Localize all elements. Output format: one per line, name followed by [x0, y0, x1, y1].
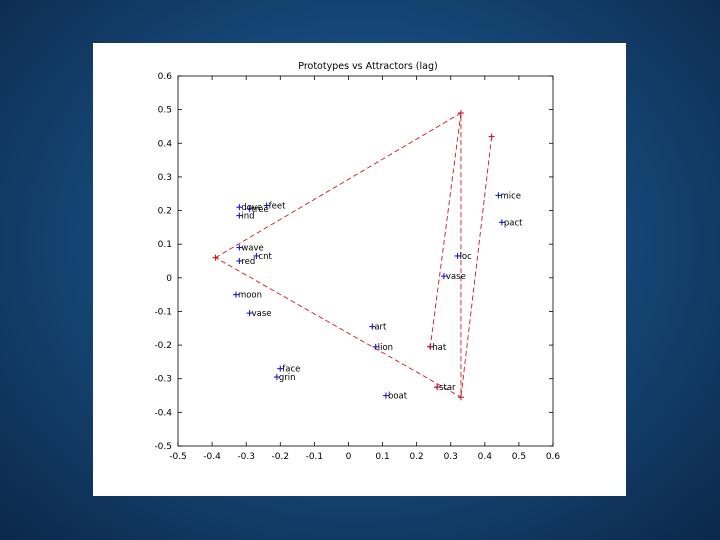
- x-tick-label: 0.1: [375, 452, 389, 462]
- attractor-point: [434, 384, 441, 391]
- point-label: feet: [269, 202, 286, 212]
- point-label: vase: [252, 309, 272, 319]
- slide-panel: -0.5 -0.4 -0.3 -0.2 -0.1 0 0.1 0.2 0.3 0.4 0.5 0.6 0…: [93, 43, 626, 496]
- y-tick-label: 0: [166, 274, 172, 284]
- data-point: [372, 343, 379, 350]
- scatter-plot: -0.5 -0.4 -0.3 -0.2 -0.1 0 0.1 0.2 0.3 0.4 0.5 0.6 0…: [154, 61, 561, 462]
- point-label: moon: [238, 291, 262, 301]
- data-point: [263, 202, 270, 209]
- x-tick-label: 0.2: [409, 452, 423, 462]
- point-label: boat: [388, 392, 408, 402]
- x-tick-label: 0.6: [546, 452, 561, 462]
- data-point: [232, 291, 239, 298]
- y-tick-label: 0.5: [158, 106, 172, 116]
- attractor-point: [457, 394, 464, 401]
- x-tick-label: -0.1: [306, 452, 324, 462]
- point-label: loc: [460, 252, 473, 262]
- data-point: [246, 205, 253, 212]
- x-tick-label: -0.2: [271, 452, 289, 462]
- x-tick-label: -0.3: [237, 452, 255, 462]
- y-tick-label: -0.2: [154, 341, 172, 351]
- point-label: ind: [241, 212, 254, 222]
- y-tick-label: 0.4: [158, 139, 173, 149]
- attractor-point: [212, 254, 219, 261]
- y-tick-label: 0.1: [158, 240, 172, 250]
- point-label: pact: [504, 218, 523, 228]
- x-tick-label: -0.5: [169, 452, 187, 462]
- dashed-connector: [460, 136, 493, 398]
- point-label: art: [374, 323, 387, 333]
- point-label: star: [439, 383, 456, 393]
- chart-title: Prototypes vs Attractors (lag): [298, 61, 437, 72]
- y-tick-label: -0.3: [154, 375, 172, 385]
- attractor-point: [488, 133, 495, 140]
- data-point: [236, 258, 243, 264]
- data-point: [236, 204, 243, 211]
- y-tick-label: -0.5: [154, 442, 172, 452]
- plot-frame: [177, 75, 554, 447]
- data-point: [253, 252, 260, 259]
- data-point: [454, 252, 461, 259]
- y-tick-label: 0.3: [158, 173, 172, 183]
- x-tick-label: 0.4: [478, 452, 493, 462]
- dashed-connector: [429, 112, 462, 347]
- data-point: [277, 365, 284, 372]
- point-label: red: [241, 257, 255, 267]
- y-tick-label: 0.6: [158, 72, 173, 82]
- point-label: vase: [446, 272, 466, 282]
- data-point: [495, 192, 502, 199]
- dashed-connector: [215, 112, 462, 399]
- y-tick-label: -0.1: [154, 307, 172, 317]
- y-tick-label: -0.4: [154, 408, 172, 418]
- point-label: lion: [378, 343, 393, 353]
- data-point: [246, 310, 253, 317]
- y-tick-label: 0.2: [158, 207, 172, 217]
- data-point: [369, 323, 376, 330]
- data-point: [236, 212, 243, 219]
- point-label: tree: [252, 205, 269, 215]
- data-point: [440, 273, 447, 280]
- point-label: cnt: [258, 252, 272, 262]
- x-tick-label: 0: [346, 452, 352, 462]
- attractor-point: [427, 343, 434, 350]
- data-point: [498, 219, 505, 226]
- point-label: hat: [432, 343, 447, 353]
- attractor-point: [457, 110, 464, 116]
- data-point: [382, 392, 389, 399]
- data-point: [236, 244, 243, 251]
- point-label: dove: [241, 203, 262, 213]
- point-label: wave: [241, 244, 263, 254]
- data-point: [273, 374, 280, 381]
- x-tick-label: 0.3: [444, 452, 458, 462]
- point-label: grin: [279, 373, 296, 383]
- point-label: face: [282, 365, 300, 375]
- x-tick-label: 0.5: [512, 452, 526, 462]
- point-label: mice: [500, 191, 521, 201]
- x-tick-label: -0.4: [203, 452, 221, 462]
